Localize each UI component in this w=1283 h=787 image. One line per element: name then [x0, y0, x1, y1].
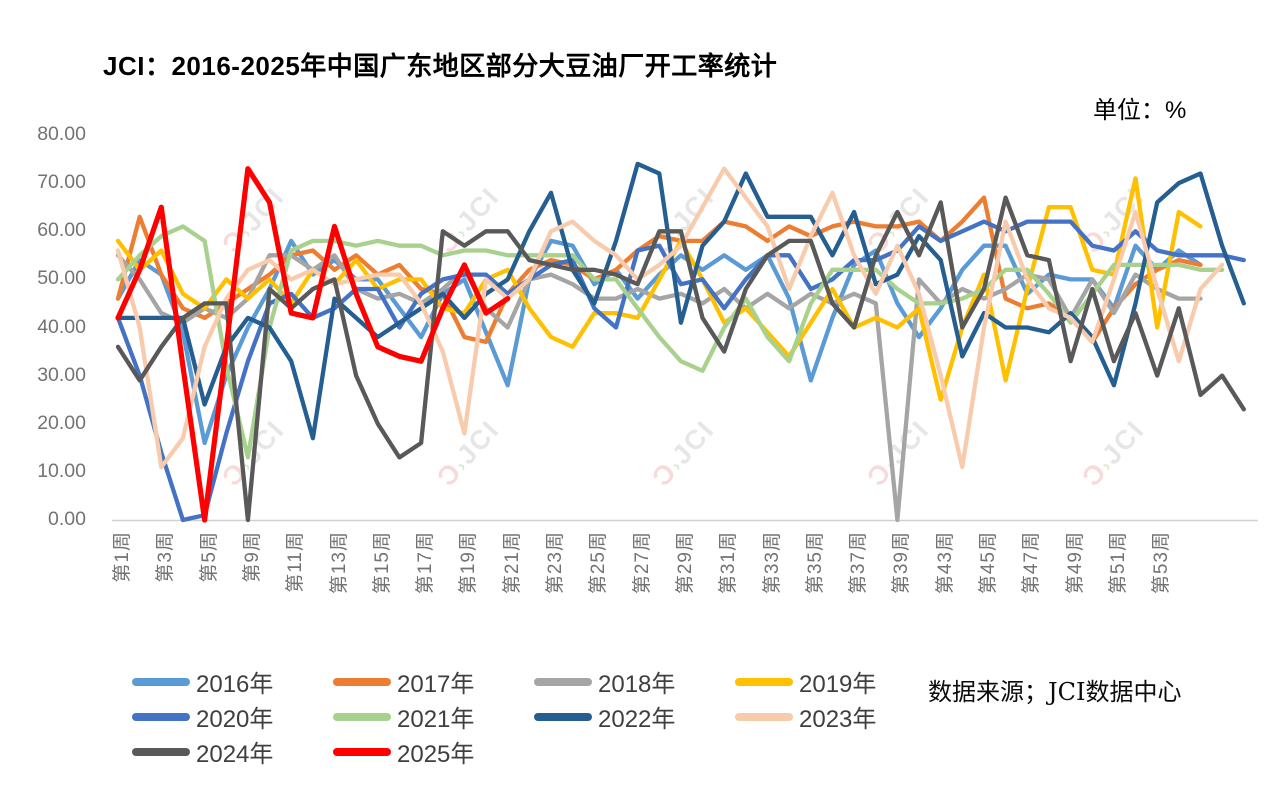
series-line-2023	[115, 166, 1225, 470]
x-tick-label: 第29周	[674, 531, 696, 595]
legend-item-2022: 2022年	[534, 699, 735, 734]
series-line-2022	[115, 161, 1246, 441]
series-line-2025	[115, 166, 511, 523]
legend-label: 2019年	[799, 671, 877, 698]
x-tick-label: 第47周	[1021, 531, 1043, 595]
x-tick-label: 第9周	[241, 531, 263, 583]
legend-label: 2018年	[598, 671, 676, 698]
x-tick-label: 第53周	[1151, 531, 1173, 595]
y-tick-label: 80.00	[37, 123, 86, 145]
legend-item-2017: 2017年	[333, 664, 534, 699]
legend-item-2016: 2016年	[132, 664, 333, 699]
legend-label: 2023年	[799, 706, 877, 733]
x-tick-label: 第27周	[631, 531, 653, 595]
x-tick-label: 第45周	[978, 531, 999, 595]
legend-swatch	[534, 677, 592, 686]
y-tick-label: 70.00	[37, 171, 86, 194]
chart-title: JCI：2016-2025年中国广东地区部分大豆油厂开工率统计	[103, 51, 778, 81]
legend-item-2025: 2025年	[333, 734, 534, 769]
legend-label: 2017年	[397, 671, 475, 698]
x-tick-label: 第23周	[545, 531, 566, 595]
legend-item-2019: 2019年	[735, 664, 936, 699]
x-tick-label: 第25周	[588, 531, 610, 595]
legend-swatch	[132, 677, 190, 686]
x-tick-label: 第15周	[371, 531, 393, 595]
legend-swatch	[132, 712, 190, 721]
legend-item-2021: 2021年	[333, 699, 534, 734]
legend-item-2018: 2018年	[534, 664, 735, 699]
x-tick-label: 第5周	[198, 531, 220, 583]
x-tick-label: 第43周	[934, 531, 956, 595]
x-tick-label: 第35周	[804, 531, 826, 595]
legend-swatch	[333, 747, 391, 756]
x-tick-label: 第11周	[285, 531, 307, 593]
x-tick-label: 第19周	[458, 531, 480, 595]
legend-swatch	[735, 677, 793, 686]
legend-swatch	[735, 712, 793, 721]
legend: 2016年 2017年 2018年 2019年 2020年 2021年 2022年 2023年…	[132, 664, 944, 769]
series-line-2024	[115, 195, 1246, 523]
legend-label: 2022年	[598, 706, 676, 733]
legend-swatch	[333, 712, 391, 721]
legend-swatch	[132, 747, 190, 756]
legend-item-2024: 2024年	[132, 734, 333, 769]
legend-item-2020: 2020年	[132, 699, 333, 734]
legend-swatch	[333, 677, 391, 686]
y-tick-label: 50.00	[37, 267, 86, 290]
x-tick-label: 第39周	[891, 531, 913, 595]
x-tick-label: 第21周	[501, 531, 523, 595]
series-line-2018	[115, 253, 1203, 523]
x-tick-label: 第13周	[328, 531, 350, 595]
legend-swatch	[534, 712, 592, 721]
y-tick-label: 30.00	[37, 363, 86, 386]
legend-item-2023: 2023年	[735, 699, 936, 734]
y-tick-label: 40.00	[37, 315, 86, 338]
data-source-label: 数据来源；JCI数据中心	[928, 678, 1182, 706]
x-tick-label: 第17周	[415, 531, 437, 595]
legend-label: 2020年	[196, 706, 274, 733]
legend-label: 2016年	[196, 671, 274, 698]
x-tick-label: 第51周	[1107, 531, 1129, 595]
series-line-2021	[115, 224, 1225, 460]
y-tick-label: 10.00	[37, 459, 86, 482]
y-tick-label: 20.00	[37, 411, 86, 434]
legend-label: 2024年	[196, 741, 274, 768]
series-line-2019	[115, 176, 1203, 402]
x-tick-label: 第1周	[112, 531, 133, 583]
x-tick-label: 第33周	[761, 531, 783, 595]
y-tick-label: 60.00	[37, 219, 86, 242]
x-tick-label: 第49周	[1064, 531, 1086, 595]
series-line-2020	[115, 219, 1246, 523]
x-tick-label: 第31周	[718, 531, 740, 595]
x-tick-label: 第3周	[155, 531, 177, 583]
y-tick-label: 0.00	[48, 508, 86, 530]
unit-label: 单位：%	[1093, 97, 1187, 124]
legend-label: 2021年	[397, 706, 475, 733]
x-tick-label: 第37周	[848, 531, 870, 595]
legend-label: 2025年	[397, 741, 475, 768]
